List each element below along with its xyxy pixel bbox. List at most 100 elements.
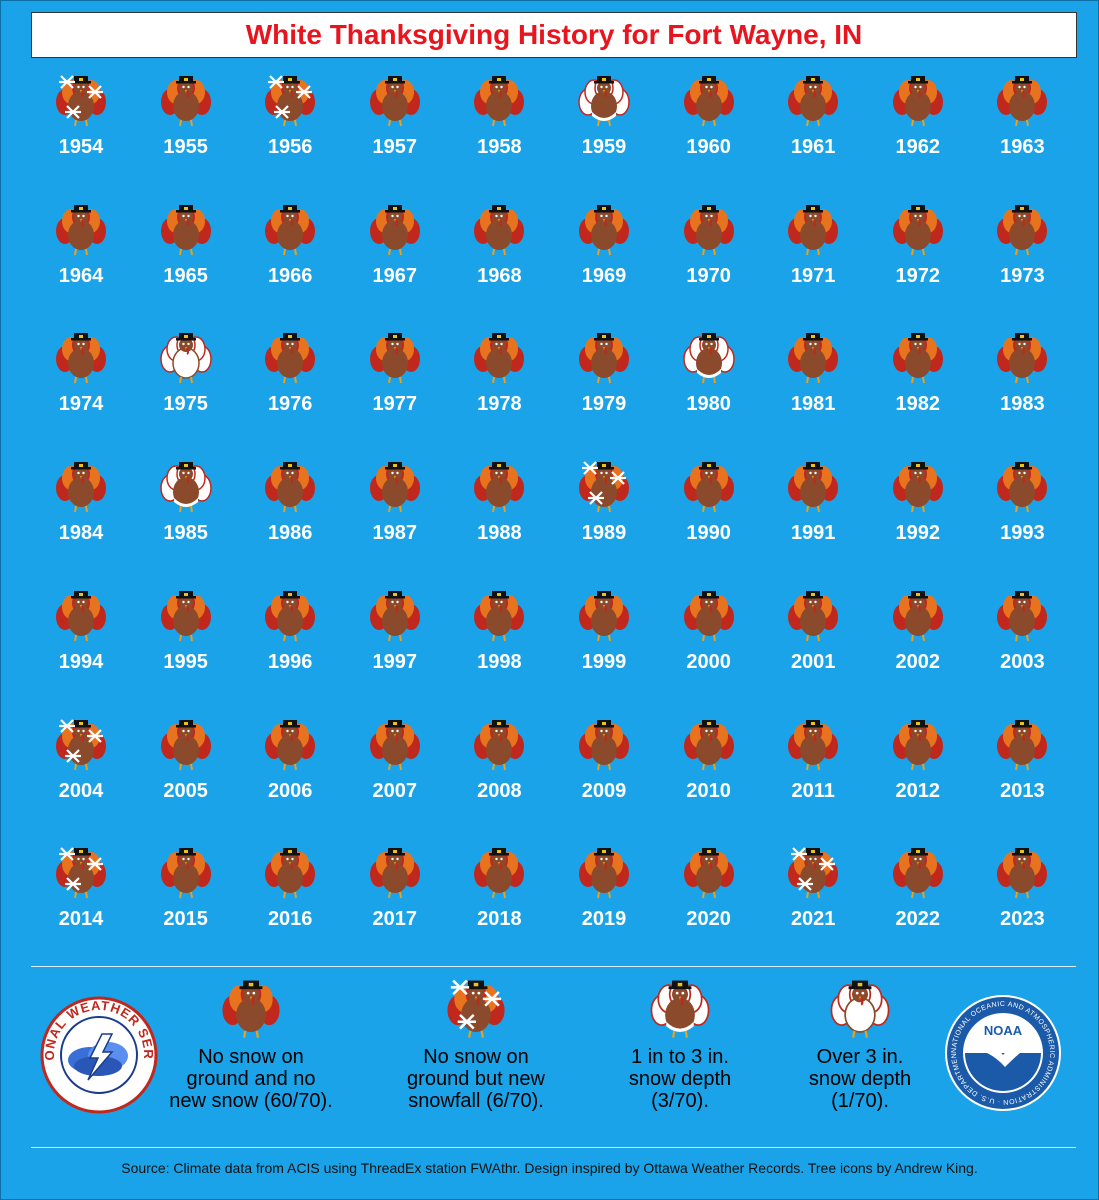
turkey-icon [56,75,106,127]
turkey-icon [579,333,629,384]
year-label: 1983 [1000,393,1045,416]
turkey-icon [56,718,106,770]
year-cell: 1989 [564,458,644,558]
year-label: 2014 [58,908,104,931]
year-cell: 2015 [146,844,226,944]
turkey-icon [474,204,525,255]
legend-line: 1 in to 3 in. [631,1046,729,1068]
year-label: 1981 [790,393,836,416]
year-cell: 1979 [564,329,644,429]
turkey-icon [160,590,211,641]
year-cell: 2002 [878,587,958,687]
turkey-icon [56,204,106,255]
year-label: 1962 [895,136,941,158]
year-cell: 1957 [355,72,435,172]
year-label: 1989 [581,522,627,545]
year-cell: 1976 [250,329,330,429]
year-cell: 2003 [982,587,1062,687]
year-cell: 2011 [773,716,853,816]
year-cell: 1955 [146,72,226,172]
turkey-icon [159,333,212,384]
year-label: 1968 [477,264,522,287]
year-cell: 2013 [982,716,1062,816]
year-label: 2010 [686,779,731,802]
year-label: 2007 [372,779,418,802]
turkey-icon [474,848,525,899]
year-cell: 2000 [669,587,749,687]
year-label: 1967 [372,264,418,287]
year-cell: 1986 [250,458,330,558]
year-cell: 1973 [982,201,1062,301]
year-cell: 1998 [459,587,539,687]
turkey-icon [265,204,316,255]
turkey-icon [683,848,734,899]
turkey-icon [579,461,629,513]
year-label: 2016 [267,908,313,931]
legend-text: Over 3 in. snow depth (1/70). [760,1046,960,1112]
turkey-icon [892,848,943,899]
year-label: 1956 [267,136,313,158]
year-label: 2020 [686,908,731,931]
turkey-icon [160,76,211,127]
year-label: 2013 [1000,779,1045,802]
turkey-icon [788,333,839,384]
year-cell: 1958 [459,72,539,172]
turkey-icon [160,204,211,255]
turkey-icon [788,76,839,127]
year-label: 1997 [372,650,418,673]
year-cell: 2008 [459,716,539,816]
turkey-icon [579,719,629,770]
year-cell: 1987 [355,458,435,558]
year-label: 1998 [477,650,522,673]
year-cell: 1993 [982,458,1062,558]
year-cell: 2023 [982,844,1062,944]
year-cell: 1971 [773,201,853,301]
turkey-icon [474,76,525,127]
snowflake-icon [87,857,103,871]
snowflake-icon [588,491,604,505]
year-label: 1991 [790,522,836,545]
snowflake-icon [87,728,103,743]
year-cell: 1974 [41,329,121,429]
year-cell: 1968 [459,201,539,301]
legend-line: No snow on [198,1046,304,1068]
year-cell: 1978 [459,329,539,429]
year-cell: 2017 [355,844,435,944]
turkey-icon [892,719,943,770]
year-label: 2003 [1000,650,1045,673]
snowflake-icon [59,75,75,89]
legend-line: snow depth [808,1068,912,1090]
turkey-icon [56,847,106,899]
year-cell: 1956 [250,72,330,172]
year-cell: 1983 [982,329,1062,429]
legend-item-snowfall: No snow on ground but new snowfall (6/70). [376,976,576,1112]
year-cell: 2010 [669,716,749,816]
snowflake-icon [797,877,814,891]
year-label: 2002 [895,650,941,673]
year-cell: 2001 [773,587,853,687]
turkey-icon [579,204,629,255]
year-cell: 1997 [355,587,435,687]
year-label: 1960 [686,136,731,158]
year-label: 1999 [581,650,627,673]
turkey-icon [650,980,710,1038]
year-label: 1978 [477,393,522,416]
turkey-icon [474,333,525,384]
year-label: 2015 [163,908,208,931]
turkey-icon [892,76,943,127]
turkey-icon [997,848,1048,899]
turkey-icon [997,204,1048,255]
turkey-icon [474,719,525,770]
legend-line: new snow (60/70). [169,1090,333,1112]
year-label: 1977 [372,393,418,416]
year-label: 1966 [267,264,313,287]
turkey-icon [222,980,280,1038]
turkey-icon [56,333,106,384]
turkey-icon [892,590,943,641]
year-cell: 1977 [355,329,435,429]
year-label: 2001 [790,650,836,673]
snowflake-icon [819,857,836,871]
year-label: 1979 [581,393,627,416]
year-cell: 2020 [669,844,749,944]
year-cell: 1990 [669,458,749,558]
